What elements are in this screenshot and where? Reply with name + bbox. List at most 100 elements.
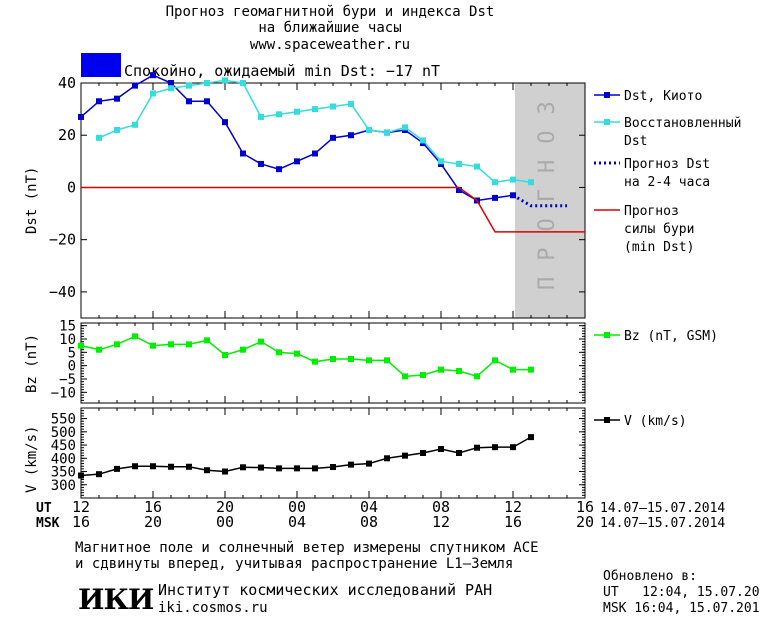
- data-point: [258, 338, 264, 345]
- series-line: [80, 436, 532, 477]
- x-tick-label-msk: 00: [216, 513, 234, 531]
- y-tick-label: 400: [51, 451, 76, 467]
- data-point: [168, 85, 174, 92]
- v-plot-frame: [80, 407, 586, 499]
- legend-marker: [604, 332, 610, 338]
- data-point: [150, 72, 156, 79]
- legend-label: V (km/s): [624, 414, 687, 429]
- data-point: [330, 103, 336, 110]
- legend-label: Bz (nT, GSM): [624, 329, 718, 344]
- y-tick-label: −40: [49, 283, 76, 301]
- data-point: [186, 98, 192, 105]
- data-point: [492, 444, 498, 451]
- updated-msk: MSK 16:04, 15.07.2014: [603, 601, 760, 616]
- legend-label: силы бури: [624, 222, 694, 237]
- data-point: [276, 349, 282, 356]
- data-point: [366, 357, 372, 364]
- data-point: [474, 163, 480, 170]
- legend-item: V (km/s): [594, 414, 687, 429]
- x-tick-label-ut: 04: [360, 498, 378, 516]
- data-point: [384, 129, 390, 136]
- y-tick-label: −10: [51, 385, 76, 401]
- data-point: [96, 98, 102, 105]
- y-tick-label: 550: [51, 412, 76, 428]
- data-point: [402, 373, 408, 380]
- data-point: [114, 95, 120, 102]
- forecast-region-label: ПРОГНОЗ: [535, 85, 560, 290]
- date-range-msk: 14.07–15.07.2014: [600, 516, 725, 531]
- legend-marker: [604, 119, 610, 125]
- data-point: [510, 366, 516, 373]
- data-point: [276, 166, 282, 173]
- note-line2: и сдвинуты вперед, учитывая распростране…: [75, 556, 514, 572]
- x-tick-label-msk: 16: [72, 513, 90, 531]
- data-point: [492, 357, 498, 364]
- y-tick-label: 40: [58, 74, 76, 92]
- data-point: [132, 333, 138, 340]
- y-tick-label: 5: [68, 345, 76, 361]
- data-point: [348, 100, 354, 107]
- data-point: [204, 467, 210, 474]
- data-point: [78, 472, 84, 479]
- data-point: [366, 127, 372, 133]
- dst-plot-frame: [80, 82, 586, 319]
- status-color-box: [81, 53, 121, 77]
- forecast-region: [515, 83, 585, 318]
- x-tick-label-ut: 00: [288, 498, 306, 516]
- x-tick-label-ut: 12: [72, 498, 90, 516]
- y-tick-label: 300: [51, 478, 76, 494]
- data-point: [456, 160, 462, 167]
- legend-label: на 2-4 часа: [624, 175, 710, 190]
- x-tick-label-ut: 16: [144, 498, 162, 516]
- data-point: [222, 119, 228, 126]
- legend-item: Dst, Киото: [594, 89, 702, 104]
- data-point: [240, 346, 246, 353]
- x-tick-label-msk: 16: [504, 513, 522, 531]
- data-point: [204, 80, 210, 86]
- legend-label: Dst, Киото: [624, 89, 702, 104]
- y-tick-label: 350: [51, 465, 76, 481]
- data-point: [348, 461, 354, 468]
- data-point: [312, 358, 318, 365]
- data-point: [492, 194, 498, 201]
- data-point: [204, 337, 210, 344]
- data-point: [78, 342, 84, 349]
- data-point: [186, 82, 192, 89]
- data-point: [294, 465, 300, 472]
- data-point: [456, 187, 462, 194]
- data-point: [96, 134, 102, 141]
- data-point: [114, 127, 120, 133]
- series-line: [98, 79, 532, 184]
- data-point: [258, 160, 264, 167]
- data-point: [240, 150, 246, 157]
- data-point: [438, 366, 444, 373]
- data-point: [96, 346, 102, 353]
- status-text: Спокойно, ожидаемый min Dst: −17 nT: [124, 62, 441, 80]
- data-point: [402, 124, 408, 131]
- y-tick-label: 500: [51, 425, 76, 441]
- data-point: [222, 77, 228, 84]
- x-tick-label-ut: 20: [216, 498, 234, 516]
- updated-label: Обновлено в:: [603, 569, 697, 584]
- data-point: [420, 137, 426, 144]
- data-point: [294, 158, 300, 165]
- data-point: [240, 464, 246, 471]
- data-point: [330, 464, 336, 471]
- website-link[interactable]: www.spaceweather.ru: [249, 37, 411, 53]
- x-tick-label-ut: 08: [432, 498, 450, 516]
- data-point: [78, 113, 84, 120]
- institute-link[interactable]: iki.cosmos.ru: [158, 600, 268, 616]
- data-point: [114, 341, 120, 348]
- data-point: [474, 444, 480, 451]
- msk-label: MSK: [36, 516, 60, 531]
- data-point: [312, 150, 318, 157]
- data-point: [222, 352, 228, 358]
- data-point: [222, 468, 228, 475]
- x-tick-label-ut: 16: [576, 498, 594, 516]
- data-point: [132, 121, 138, 128]
- data-point: [420, 450, 426, 456]
- series-line: [80, 335, 531, 378]
- series-line: [81, 186, 585, 233]
- data-point: [366, 460, 372, 467]
- data-point: [330, 134, 336, 141]
